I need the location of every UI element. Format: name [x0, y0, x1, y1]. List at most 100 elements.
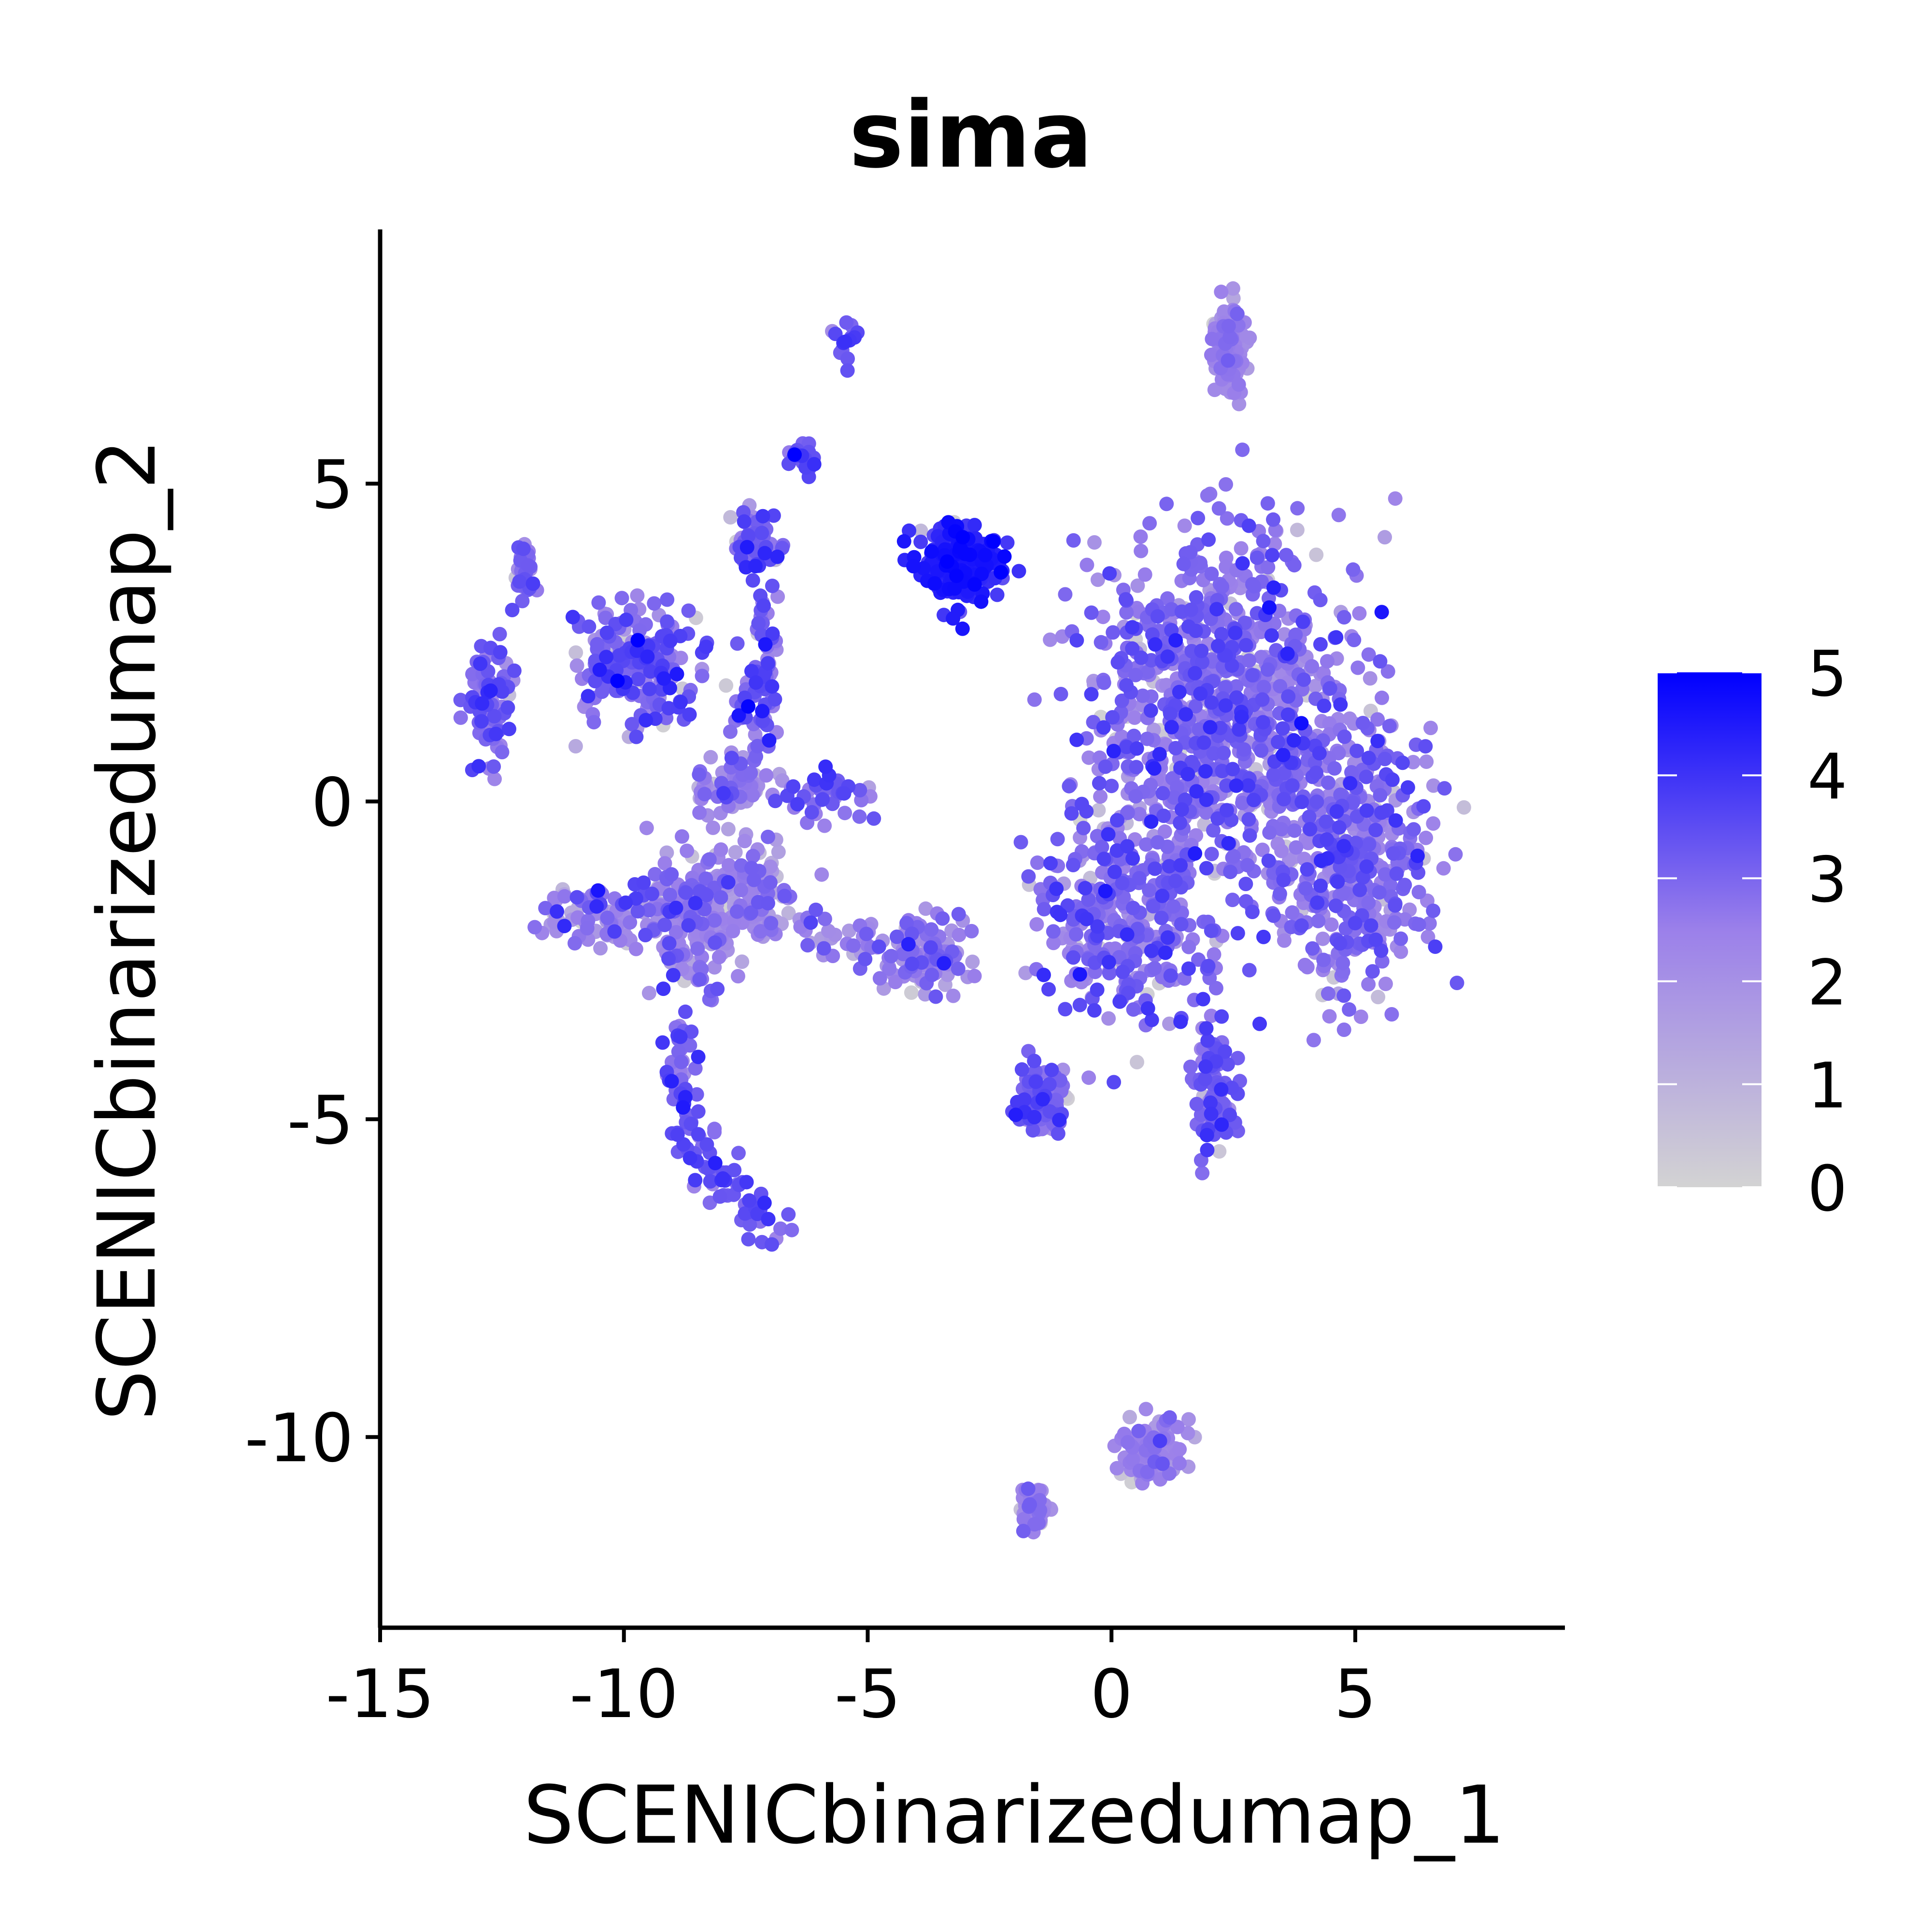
data-point — [682, 707, 697, 722]
data-point — [1279, 548, 1293, 563]
data-point — [755, 509, 770, 524]
data-point — [1096, 720, 1111, 735]
data-point — [1327, 761, 1342, 776]
data-point — [690, 941, 705, 956]
data-point — [595, 684, 610, 699]
data-point — [589, 899, 604, 914]
data-point — [505, 603, 520, 617]
data-point — [1221, 836, 1236, 851]
data-point — [657, 918, 672, 932]
data-point — [648, 867, 663, 881]
data-point — [809, 902, 824, 917]
data-point — [821, 923, 836, 938]
data-point — [1017, 1092, 1032, 1107]
data-point — [1218, 1044, 1232, 1059]
data-point — [1081, 1070, 1096, 1085]
data-point — [1027, 1109, 1042, 1124]
data-point — [1393, 931, 1408, 946]
data-point — [1255, 842, 1270, 857]
data-point — [1300, 862, 1315, 877]
data-point — [1120, 805, 1135, 820]
data-point — [473, 656, 488, 671]
data-point — [593, 941, 608, 956]
data-point — [703, 750, 718, 765]
data-point — [755, 704, 770, 719]
data-point — [1104, 779, 1119, 794]
data-point — [1294, 918, 1309, 933]
data-point — [1125, 620, 1140, 635]
colorbar-tick-label: 5 — [1807, 637, 1847, 710]
data-point — [453, 710, 468, 725]
data-point — [1140, 1464, 1155, 1479]
data-point — [742, 1217, 757, 1232]
data-point — [475, 696, 490, 711]
data-point — [1188, 846, 1203, 861]
data-point — [1218, 680, 1233, 695]
data-point — [766, 508, 781, 523]
data-point — [1332, 820, 1347, 835]
data-point — [465, 667, 480, 682]
data-point — [1229, 679, 1244, 694]
data-point — [858, 952, 873, 966]
x-tick-label: -10 — [569, 1655, 678, 1733]
data-point — [1078, 881, 1093, 895]
data-point — [1281, 689, 1296, 704]
data-point — [762, 733, 777, 748]
data-point — [757, 1195, 772, 1210]
data-point — [1383, 878, 1398, 893]
data-point — [744, 861, 759, 876]
data-point — [1122, 1410, 1137, 1424]
data-point — [1236, 742, 1251, 757]
data-point — [1298, 881, 1313, 896]
data-point — [1199, 805, 1214, 820]
x-tick-label: 0 — [1090, 1655, 1133, 1733]
data-point — [1380, 664, 1395, 679]
data-point — [586, 715, 601, 730]
data-point — [1226, 849, 1241, 864]
chart-title: sima — [849, 82, 1093, 188]
data-point — [1378, 752, 1392, 767]
data-point — [1246, 793, 1261, 808]
data-point — [1207, 383, 1222, 398]
data-point — [1125, 641, 1140, 656]
data-point — [1256, 929, 1271, 944]
data-point — [1146, 899, 1161, 914]
data-point — [1172, 684, 1187, 699]
data-point — [1204, 347, 1219, 362]
data-point — [724, 751, 739, 766]
data-point — [1220, 511, 1235, 526]
data-point — [1311, 913, 1326, 928]
data-point — [1256, 680, 1271, 695]
data-point — [753, 924, 768, 939]
data-point — [674, 1054, 689, 1069]
data-point — [1214, 1009, 1229, 1024]
data-point — [1322, 681, 1337, 696]
data-point — [781, 906, 796, 921]
data-point — [1155, 786, 1170, 801]
data-point — [1084, 687, 1099, 702]
data-point — [1324, 917, 1339, 932]
data-point — [947, 581, 962, 596]
data-point — [990, 587, 1005, 602]
data-point — [1223, 865, 1238, 880]
data-point — [1163, 968, 1178, 983]
data-point — [641, 986, 656, 1000]
data-point — [727, 1163, 742, 1178]
data-point — [771, 844, 786, 859]
data-point — [1355, 716, 1370, 730]
data-point — [739, 1175, 754, 1190]
data-point — [751, 616, 766, 631]
data-point — [749, 675, 764, 690]
colorbar-tick-label: 2 — [1807, 946, 1847, 1020]
data-point — [673, 651, 688, 666]
data-point — [1437, 781, 1452, 796]
data-point — [1016, 1523, 1031, 1538]
data-point — [1050, 832, 1065, 847]
data-point — [663, 633, 678, 648]
data-point — [1163, 706, 1178, 721]
data-point — [807, 457, 822, 472]
data-point — [1150, 609, 1165, 624]
data-point — [1378, 977, 1393, 991]
data-point — [1397, 878, 1412, 893]
data-point — [1011, 564, 1026, 579]
